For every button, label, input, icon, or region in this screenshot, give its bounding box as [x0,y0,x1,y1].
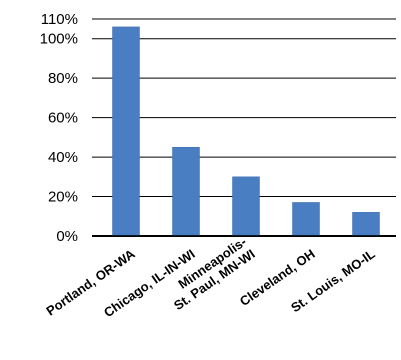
y-tick-label: 40% [48,149,78,166]
y-tick-label: 100% [40,31,78,48]
bar [292,202,320,236]
gridlines [92,18,396,237]
bar [172,146,200,236]
y-tick-label: 110% [41,11,78,28]
bar [232,176,260,236]
y-tick-label: 80% [48,70,78,87]
y-tick-label: 0% [56,228,78,245]
y-axis-tick-labels: 0% 20% 40% 60% 80% 100% 110% [40,11,78,245]
bar [112,26,140,236]
bars [112,26,380,236]
bar [352,212,380,236]
y-tick-label: 20% [48,189,78,206]
y-tick-label: 60% [48,110,78,127]
